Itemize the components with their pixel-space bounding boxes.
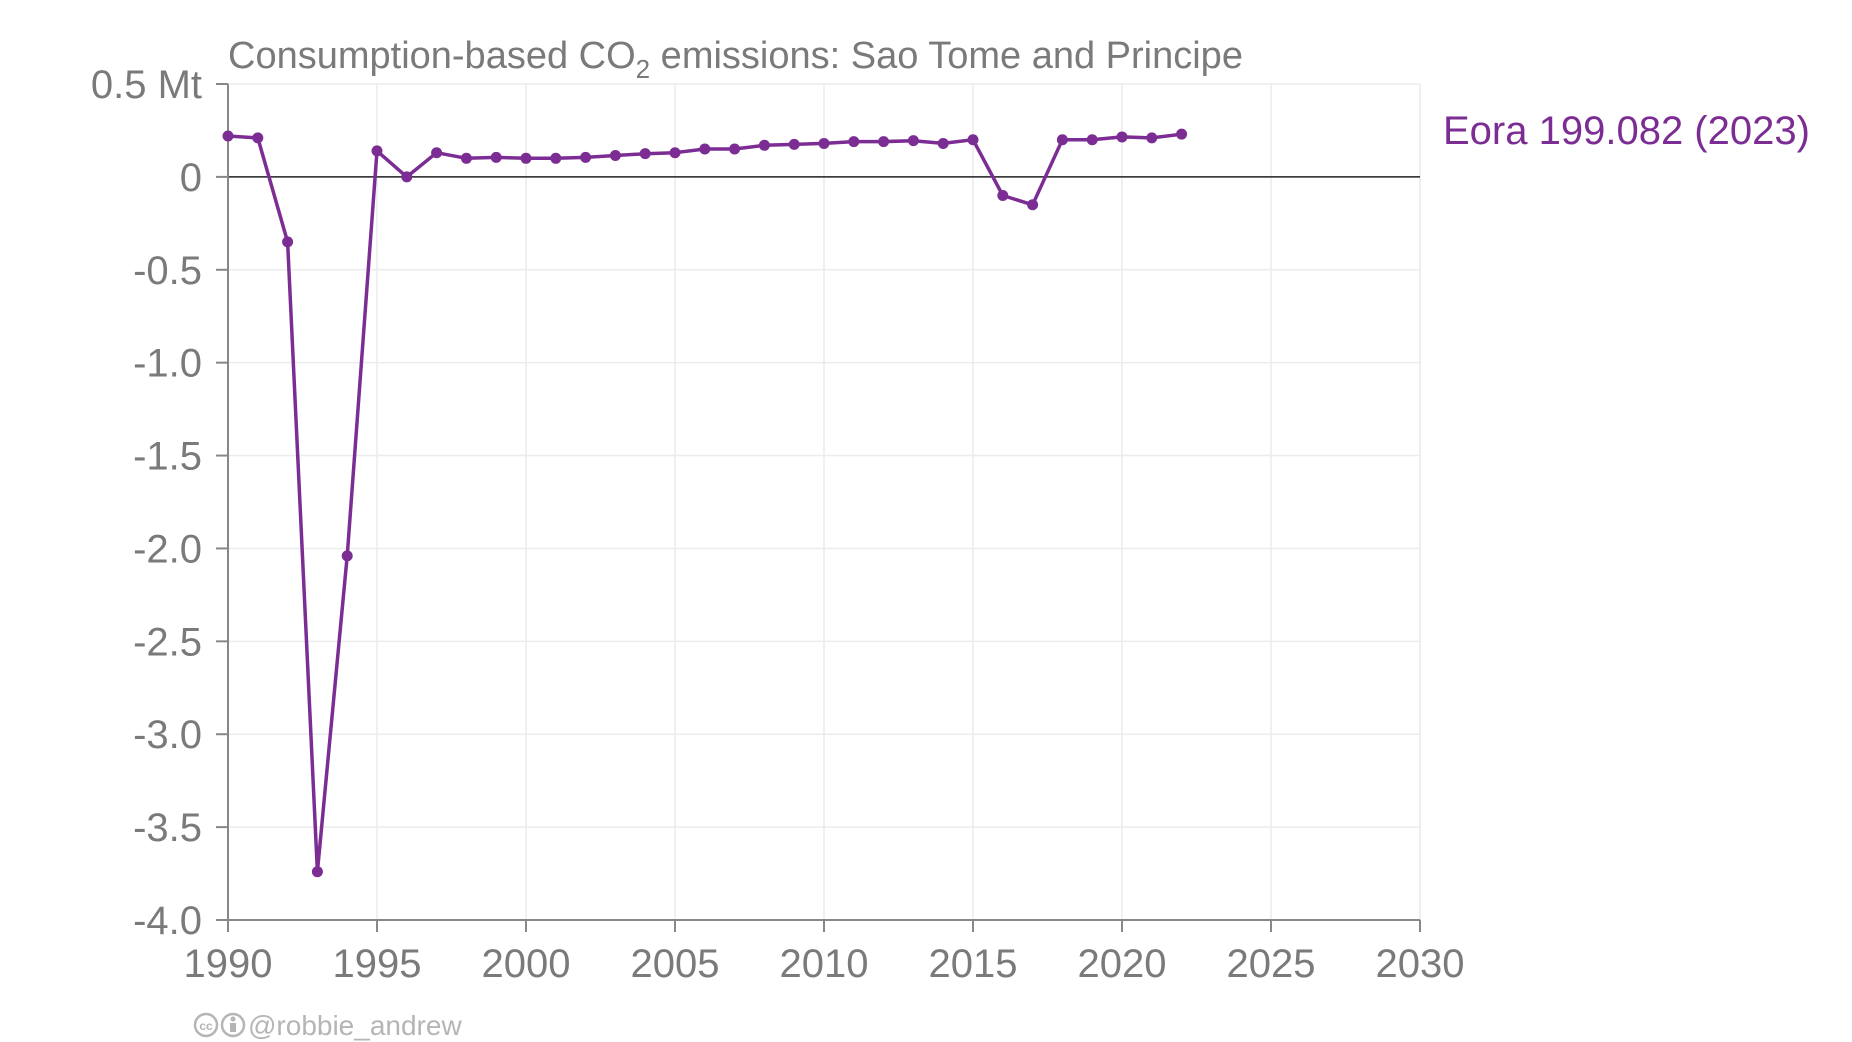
data-point	[1086, 134, 1098, 146]
chart-title: Consumption-based CO2 emissions: Sao Tom…	[228, 35, 1243, 84]
data-point	[282, 236, 294, 248]
y-tick-label: -4.0	[133, 899, 202, 943]
data-point	[550, 152, 562, 164]
x-tick-label: 1995	[333, 942, 422, 986]
data-point	[907, 135, 919, 147]
series-line-eora	[227, 132, 1182, 874]
x-tick-label: 2020	[1078, 942, 1167, 986]
data-point	[848, 136, 860, 148]
data-point	[401, 171, 413, 183]
data-point	[997, 189, 1009, 201]
data-point	[1027, 199, 1039, 211]
attribution-icon	[220, 1012, 246, 1038]
data-point	[669, 147, 681, 159]
credit: cc @robbie_andrew	[193, 1010, 462, 1041]
data-point	[341, 550, 353, 562]
data-point	[937, 137, 949, 149]
series-group	[222, 128, 1188, 878]
data-point	[878, 136, 890, 148]
data-point	[818, 137, 830, 149]
x-axis-ticks: 1990 1995 2000 2005 2010 2015 2020 2025 2030	[184, 920, 1465, 986]
data-point	[520, 152, 532, 164]
series-label-eora: Eora 199.082 (2023)	[1443, 109, 1810, 153]
data-point	[1116, 131, 1128, 143]
y-tick-label: -1.0	[133, 342, 202, 386]
cc-icon: cc	[193, 1012, 219, 1038]
y-tick-label: -3.5	[133, 806, 202, 850]
y-tick-label: 0.5 Mt	[91, 63, 202, 107]
y-tick-label: -1.5	[133, 435, 202, 479]
data-point	[758, 139, 770, 151]
data-point	[639, 148, 651, 160]
data-point	[1176, 128, 1188, 140]
data-point	[788, 138, 800, 150]
y-tick-label: 0	[180, 156, 202, 200]
data-point	[609, 150, 621, 162]
svg-text:cc: cc	[199, 1019, 213, 1033]
data-point	[222, 130, 234, 142]
x-tick-label: 2010	[780, 942, 869, 986]
x-tick-label: 2015	[929, 942, 1018, 986]
data-point	[967, 134, 979, 146]
credit-handle: @robbie_andrew	[248, 1010, 462, 1041]
y-tick-label: -2.0	[133, 527, 202, 571]
x-tick-label: 2030	[1376, 942, 1465, 986]
data-point	[311, 866, 323, 878]
x-tick-label: 2005	[631, 942, 720, 986]
data-point	[252, 132, 264, 144]
data-point	[371, 145, 383, 157]
data-point	[580, 151, 592, 163]
data-point	[431, 147, 443, 159]
data-point	[729, 143, 741, 155]
y-axis-ticks: 0.5 Mt 0 -0.5 -1.0 -1.5 -2.0 -2.5 -3.0 -3.5 -4.0	[91, 63, 228, 943]
y-tick-label: -0.5	[133, 249, 202, 293]
data-point	[1146, 132, 1158, 144]
data-point	[460, 152, 472, 164]
data-point	[490, 151, 502, 163]
x-tick-label: 2000	[482, 942, 571, 986]
data-point	[1056, 134, 1068, 146]
x-tick-label: 1990	[184, 942, 273, 986]
y-tick-label: -2.5	[133, 620, 202, 664]
data-point	[699, 143, 711, 155]
y-tick-label: -3.0	[133, 713, 202, 757]
gridlines	[227, 83, 1421, 921]
x-tick-label: 2025	[1227, 942, 1316, 986]
